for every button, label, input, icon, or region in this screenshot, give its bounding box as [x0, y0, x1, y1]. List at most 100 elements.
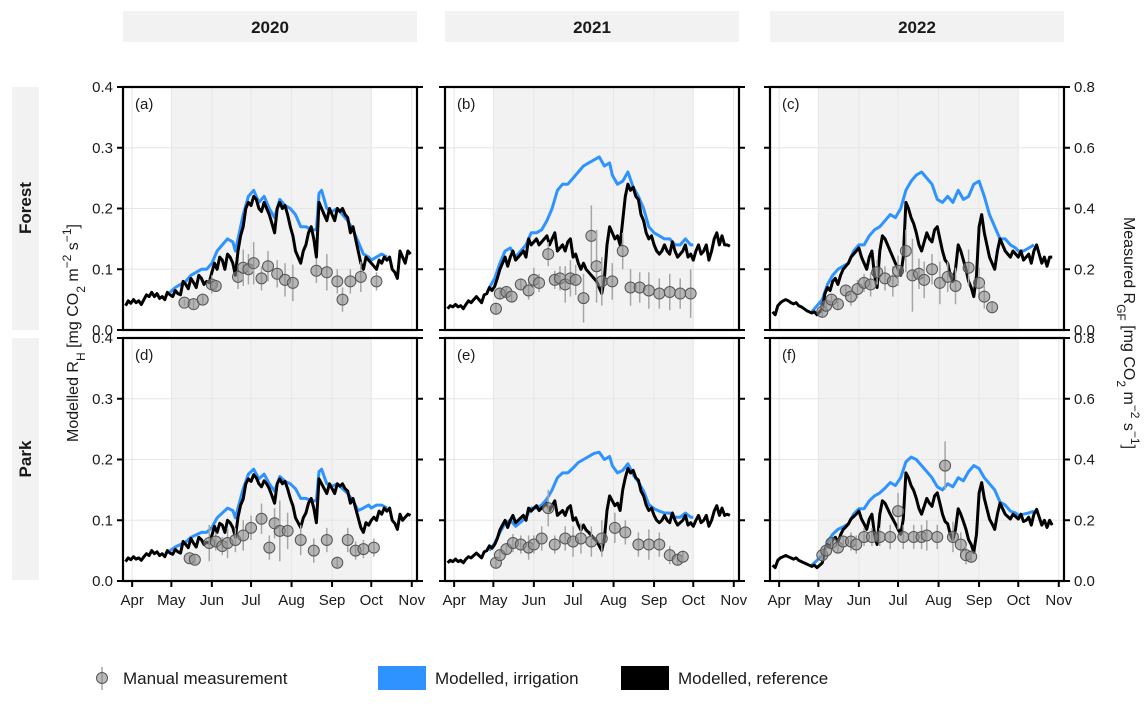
manual-point [569, 273, 582, 286]
manual-point [286, 276, 299, 289]
y-tick-label-right: 0.6 [1074, 140, 1095, 157]
strip-label-2022: 2022 [898, 18, 936, 37]
manual-point [505, 290, 518, 303]
manual-point [845, 290, 858, 303]
y-tick-label-right: 0.0 [1074, 573, 1095, 590]
svg-text:Modelled RH [mg CO2 m−2 s−1]: Modelled RH [mg CO2 m−2 s−1] [60, 224, 88, 442]
y-tick-label-left: 0.2 [92, 452, 113, 469]
y-tick-label-right: 0.2 [1074, 512, 1095, 529]
manual-point [986, 301, 999, 314]
manual-point [608, 521, 621, 534]
x-tick-label: Sep [641, 592, 668, 609]
manual-point [548, 538, 561, 551]
y-tick-label-left: 0.0 [92, 573, 113, 590]
x-tick-label: Aug [600, 592, 627, 609]
panel-f: (f) 0.0 0.2 0.4 0.6 0.8 Apr May Jun Jul Aug Sep Oct N… [764, 330, 1095, 609]
manual-point [585, 229, 598, 242]
y-tick-label-right: 0.2 [1074, 261, 1095, 278]
y-tick-label-left: 0.4 [92, 79, 113, 96]
manual-point [978, 290, 991, 303]
manual-point [595, 532, 608, 545]
x-tick-label: May [804, 592, 833, 609]
x-tick-label: Jul [563, 592, 582, 609]
x-tick-label: Nov [398, 592, 425, 609]
manual-point [886, 275, 899, 288]
x-tick-label: Nov [1045, 592, 1072, 609]
manual-point [642, 284, 655, 297]
legend-label-irrigation: Modelled, irrigation [435, 669, 579, 688]
manual-point [899, 245, 912, 258]
y-tick-label-left: 0.0 [92, 322, 113, 339]
y-axis-right-title: Measured RGF [mg CO2 m−2 s−1] [1114, 217, 1142, 449]
manual-point [247, 257, 260, 270]
panel-b: (b) [439, 85, 745, 332]
manual-point [370, 275, 383, 288]
y-axis-left-title: Modelled RH [mg CO2 m−2 s−1] [60, 224, 88, 442]
x-tick-label: Jun [522, 592, 546, 609]
manual-point [535, 532, 548, 545]
manual-point [897, 530, 910, 543]
series-irrigation-line [168, 188, 388, 294]
manual-point [954, 538, 967, 551]
manual-point [574, 532, 587, 545]
manual-point [676, 550, 689, 563]
strip-label-park: Park [16, 440, 35, 477]
y-tick-label-right: 0.6 [1074, 391, 1095, 408]
y-tick-label-left: 0.3 [92, 140, 113, 157]
panel-c: (c) 0.0 0.2 0.4 0.6 0.8 [764, 79, 1095, 339]
series-irrigation-line [488, 155, 694, 289]
x-tick-label: Sep [966, 592, 993, 609]
manual-point [533, 276, 546, 289]
manual-point [653, 287, 666, 300]
strip-label-2020: 2020 [251, 18, 289, 37]
manual-point [336, 293, 349, 306]
x-tick-label: Jul [241, 592, 260, 609]
x-tick-label: May [157, 592, 186, 609]
y-tick-label-left: 0.3 [92, 391, 113, 408]
manual-point [962, 261, 975, 274]
series-reference-line [124, 194, 412, 307]
manual-point [850, 538, 863, 551]
panel-tag: (c) [782, 96, 800, 113]
manual-point [489, 302, 502, 315]
manual-point [920, 529, 933, 542]
manual-point [188, 553, 201, 566]
manual-point [245, 521, 258, 534]
manual-point [831, 298, 844, 311]
panel-tag: (f) [782, 347, 796, 364]
manual-point [341, 533, 354, 546]
manual-point [606, 275, 619, 288]
manual-point [926, 263, 939, 276]
legend-key-reference [621, 666, 669, 690]
manual-point [367, 541, 380, 554]
x-tick-label: Oct [1007, 592, 1031, 609]
series-reference-line [446, 467, 731, 565]
manual-point [590, 260, 603, 273]
panel-d: (d) 0.0 0.1 0.2 0.3 0.4 Apr May Jun Jul Aug Sep Oct N… [92, 330, 425, 609]
manual-point [577, 292, 590, 305]
legend-key-irrigation [378, 666, 426, 690]
x-tick-label: May [479, 592, 508, 609]
legend-label-reference: Modelled, reference [678, 669, 828, 688]
x-tick-label: Oct [682, 592, 706, 609]
x-tick-label: Apr [120, 592, 143, 609]
panels-group: (a)0.00.10.20.30.4(b) (c)0.00.20.40.60.8(… [92, 79, 1095, 609]
x-tick-label: Apr [767, 592, 790, 609]
legend: Manual measurement Modelled, irrigation … [96, 666, 828, 690]
manual-point [949, 279, 962, 292]
manual-point [892, 264, 905, 277]
strip-col-1 [123, 11, 417, 42]
svg-text:Measured RGF [mg CO2 m−2 s−1]: Measured RGF [mg CO2 m−2 s−1] [1114, 217, 1142, 449]
manual-point [331, 275, 344, 288]
legend-key-manual [96, 667, 108, 690]
y-tick-label-left: 0.1 [92, 261, 113, 278]
panel-e: (e) Apr May Jun Jul Aug Sep Oct Nov [439, 336, 748, 609]
y-tick-label-left: 0.1 [92, 512, 113, 529]
manual-point [320, 266, 333, 279]
manual-point [320, 533, 333, 546]
manual-point [653, 538, 666, 551]
manual-point [931, 530, 944, 543]
legend-label-manual: Manual measurement [123, 669, 288, 688]
manual-point [310, 264, 323, 277]
